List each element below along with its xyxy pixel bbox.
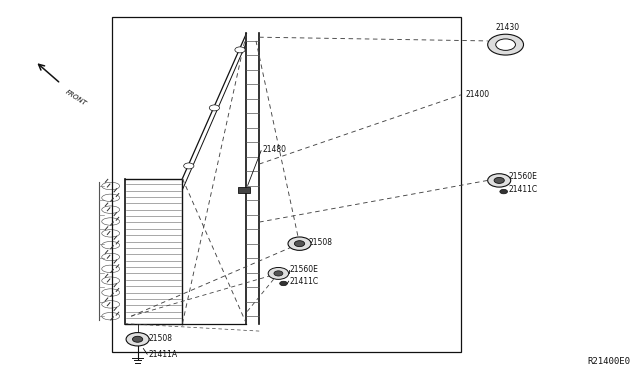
Circle shape (294, 241, 305, 247)
Circle shape (488, 34, 524, 55)
Text: R21400E0: R21400E0 (588, 357, 630, 366)
Circle shape (126, 333, 149, 346)
Circle shape (209, 105, 220, 111)
Text: 21430: 21430 (496, 23, 520, 32)
Text: 21508: 21508 (308, 238, 333, 247)
Text: 21560E: 21560E (290, 265, 319, 274)
Bar (238, 187, 250, 193)
Circle shape (494, 177, 504, 183)
Circle shape (132, 336, 143, 342)
Text: 21411A: 21411A (148, 350, 178, 359)
Text: 21400: 21400 (466, 90, 490, 99)
Circle shape (184, 163, 194, 169)
Bar (112, 17, 461, 352)
Text: 21560E: 21560E (509, 172, 538, 181)
Text: 21411C: 21411C (290, 277, 319, 286)
Circle shape (496, 39, 515, 50)
Circle shape (280, 281, 287, 286)
Circle shape (500, 189, 508, 194)
Text: 21411C: 21411C (509, 185, 538, 194)
Circle shape (235, 47, 245, 53)
Text: 21508: 21508 (148, 334, 173, 343)
Circle shape (288, 237, 311, 250)
Circle shape (488, 174, 511, 187)
Text: 21480: 21480 (262, 145, 287, 154)
Circle shape (274, 271, 283, 276)
Text: FRONT: FRONT (64, 89, 87, 106)
Circle shape (268, 267, 289, 279)
